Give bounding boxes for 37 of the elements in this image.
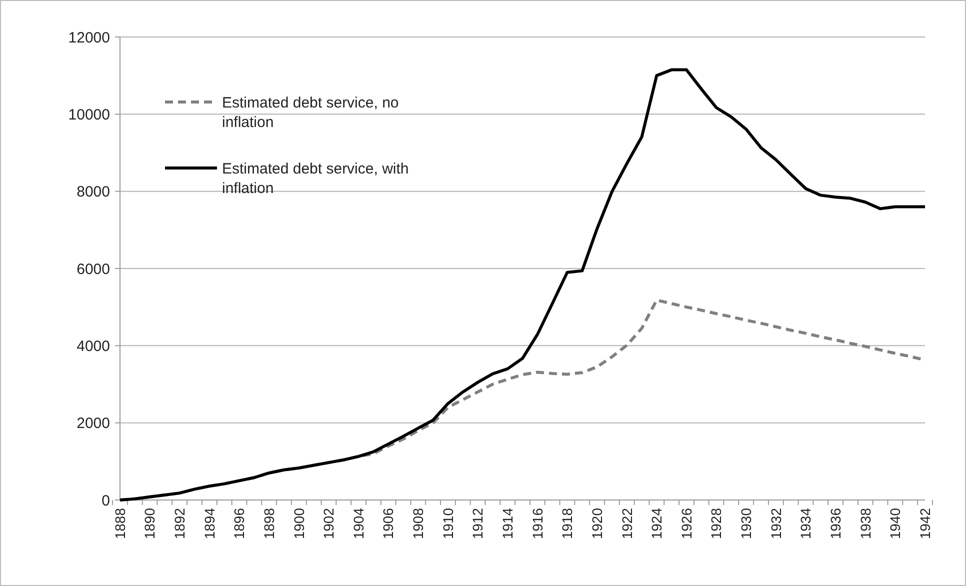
- x-tick-label: 1892: [172, 508, 188, 540]
- x-tick-label: 1924: [648, 508, 665, 540]
- x-tick-label: 1938: [857, 508, 874, 540]
- y-tick-label: 2000: [76, 415, 110, 432]
- x-tick-label: 1920: [588, 508, 605, 540]
- legend-label: Estimated debt service, with inflation: [222, 160, 409, 197]
- x-tick-label: 1904: [350, 508, 366, 540]
- x-tick-label: 1918: [559, 508, 576, 540]
- x-tick-label: 1914: [499, 508, 516, 540]
- y-tick-label: 6000: [76, 260, 110, 278]
- x-tick-label: 1908: [410, 508, 426, 540]
- y-tick-label: 8000: [76, 184, 110, 201]
- x-tick-label: 1912: [470, 508, 486, 540]
- y-tick-label: 10000: [68, 106, 110, 124]
- x-tick-label: 1926: [678, 508, 694, 540]
- legend-label: Estimated debt service, no inflation: [222, 94, 399, 131]
- x-tick-label: 1900: [290, 508, 307, 540]
- x-tick-label: 1936: [827, 508, 844, 540]
- x-tick-label: 1902: [320, 508, 337, 540]
- x-tick-label: 1942: [916, 508, 933, 540]
- x-tick-label: 1940: [887, 508, 904, 540]
- x-tick-label: 1888: [112, 508, 128, 540]
- x-tick-label: 1894: [201, 508, 218, 540]
- x-tick-label: 1916: [529, 508, 546, 540]
- x-tick-label: 1910: [440, 508, 456, 540]
- y-tick-label: 0: [102, 492, 110, 510]
- y-tick-label: 12000: [68, 29, 110, 46]
- x-tick-label: 1898: [260, 508, 277, 540]
- x-tick-label: 1906: [380, 508, 396, 540]
- x-tick-label: 1928: [708, 508, 724, 540]
- x-tick-label: 1930: [738, 508, 754, 540]
- x-tick-label: 1890: [142, 508, 158, 540]
- x-tick-label: 1922: [618, 508, 635, 540]
- x-tick-label: 1896: [231, 508, 248, 540]
- x-tick-label: 1932: [768, 508, 784, 540]
- y-tick-label: 4000: [76, 338, 110, 355]
- x-tick-label: 1934: [798, 508, 814, 540]
